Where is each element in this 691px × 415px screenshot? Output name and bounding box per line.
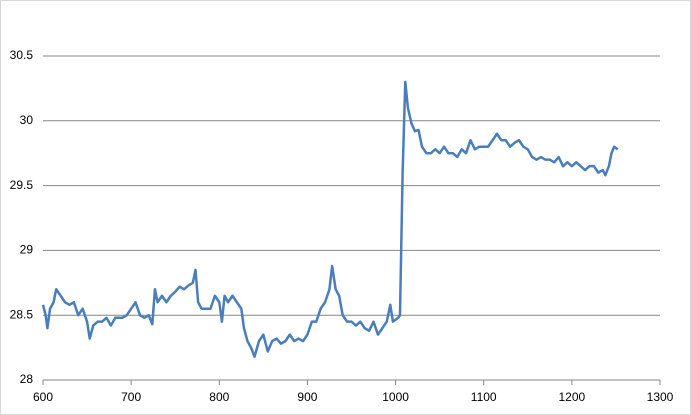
x-tick-label: 1200 — [559, 390, 586, 404]
x-tick-label: 600 — [33, 390, 53, 404]
x-tick-label: 1300 — [647, 390, 674, 404]
y-tick-label: 28.5 — [10, 307, 34, 321]
y-tick-label: 29 — [20, 243, 34, 257]
y-tick-label: 30.5 — [10, 48, 34, 62]
y-tick-label: 30 — [20, 113, 34, 127]
y-tick-label: 29.5 — [10, 178, 34, 192]
x-tick-label: 800 — [209, 390, 229, 404]
x-tick-label: 900 — [297, 390, 317, 404]
data-line — [41, 80, 619, 358]
x-tick-label: 700 — [121, 390, 141, 404]
y-tick-label: 28 — [20, 372, 34, 386]
x-tick-label: 1000 — [382, 390, 409, 404]
x-tick-label: 1100 — [471, 390, 497, 404]
